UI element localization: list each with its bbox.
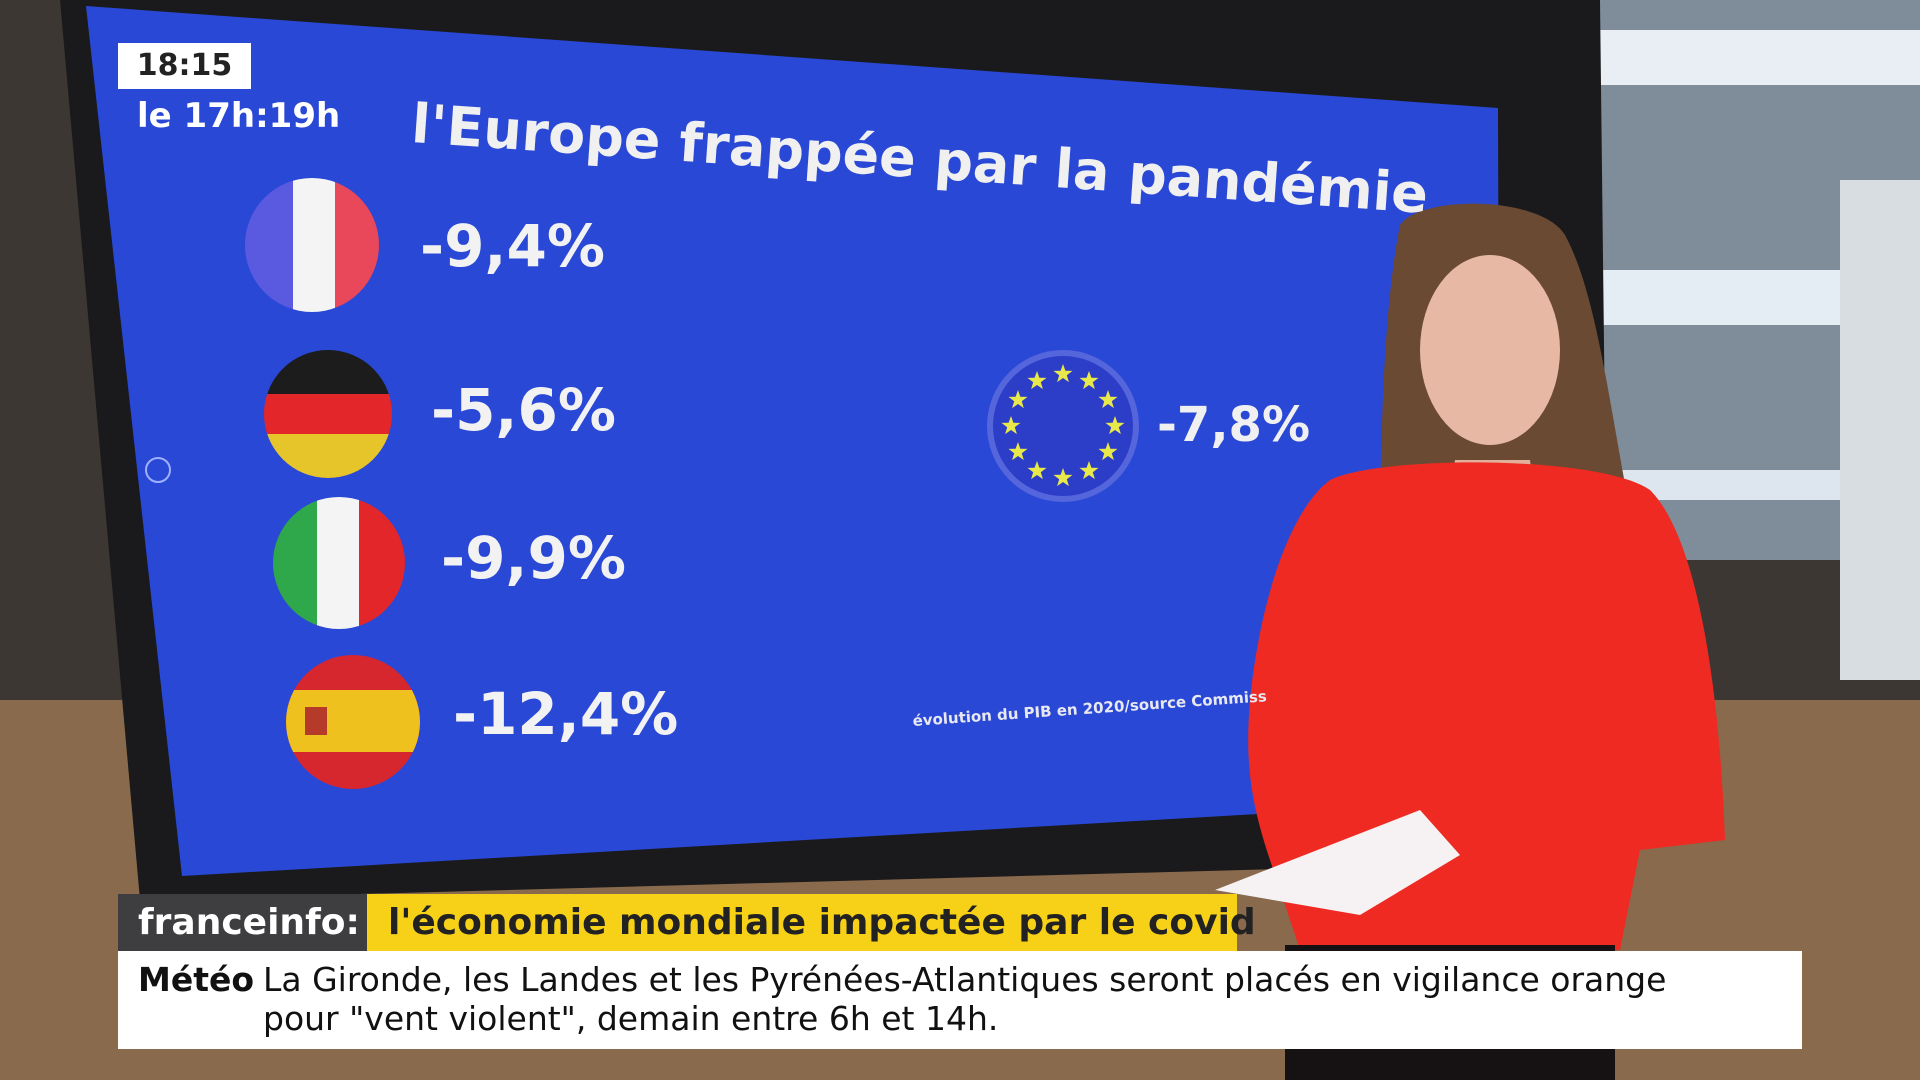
paper-sheet [1215,810,1460,915]
eu-star [1027,461,1047,480]
screen [86,6,1500,876]
headline-box [367,894,1237,951]
eu-star [1001,416,1021,435]
eu-star [1098,390,1118,409]
side-panel [1840,180,1920,680]
program-name: le 17h:19h [137,96,341,136]
brand: franceinfo: [138,902,360,943]
headline: l'économie mondiale impactée par le covi… [388,902,1256,943]
spain-value: -12,4% [453,680,679,748]
eu-star [1008,390,1028,409]
presenter-sweater [1248,462,1725,950]
light-panel [1580,270,1850,325]
presenter-face [1420,255,1560,445]
brand-box [118,894,367,951]
flag-spain [286,655,420,789]
eu-star [1098,442,1118,461]
ticker-line: pour "vent violent", demain entre 6h et … [263,999,999,1038]
eu-star [1008,442,1028,461]
clock-box [118,43,251,89]
eu-star [1027,371,1047,390]
eu-flag [987,350,1139,502]
ticker-label: Météo [138,960,255,999]
ticker-box [118,951,1802,1049]
screen-icon [145,457,171,483]
italy-value: -9,9% [441,524,626,592]
light-panel [1620,470,1840,500]
germany-value: -5,6% [431,376,616,444]
clock: 18:15 [136,48,233,83]
eu-star [1079,371,1099,390]
eu-star [1053,364,1073,383]
ticker-line: La Gironde, les Landes et les Pyrénées-A… [263,960,1667,999]
france-value: -9,4% [420,212,605,280]
eu-star [1053,468,1073,487]
eu-star [1105,416,1125,435]
eu-star [1079,461,1099,480]
eu-value: -7,8% [1157,397,1311,453]
